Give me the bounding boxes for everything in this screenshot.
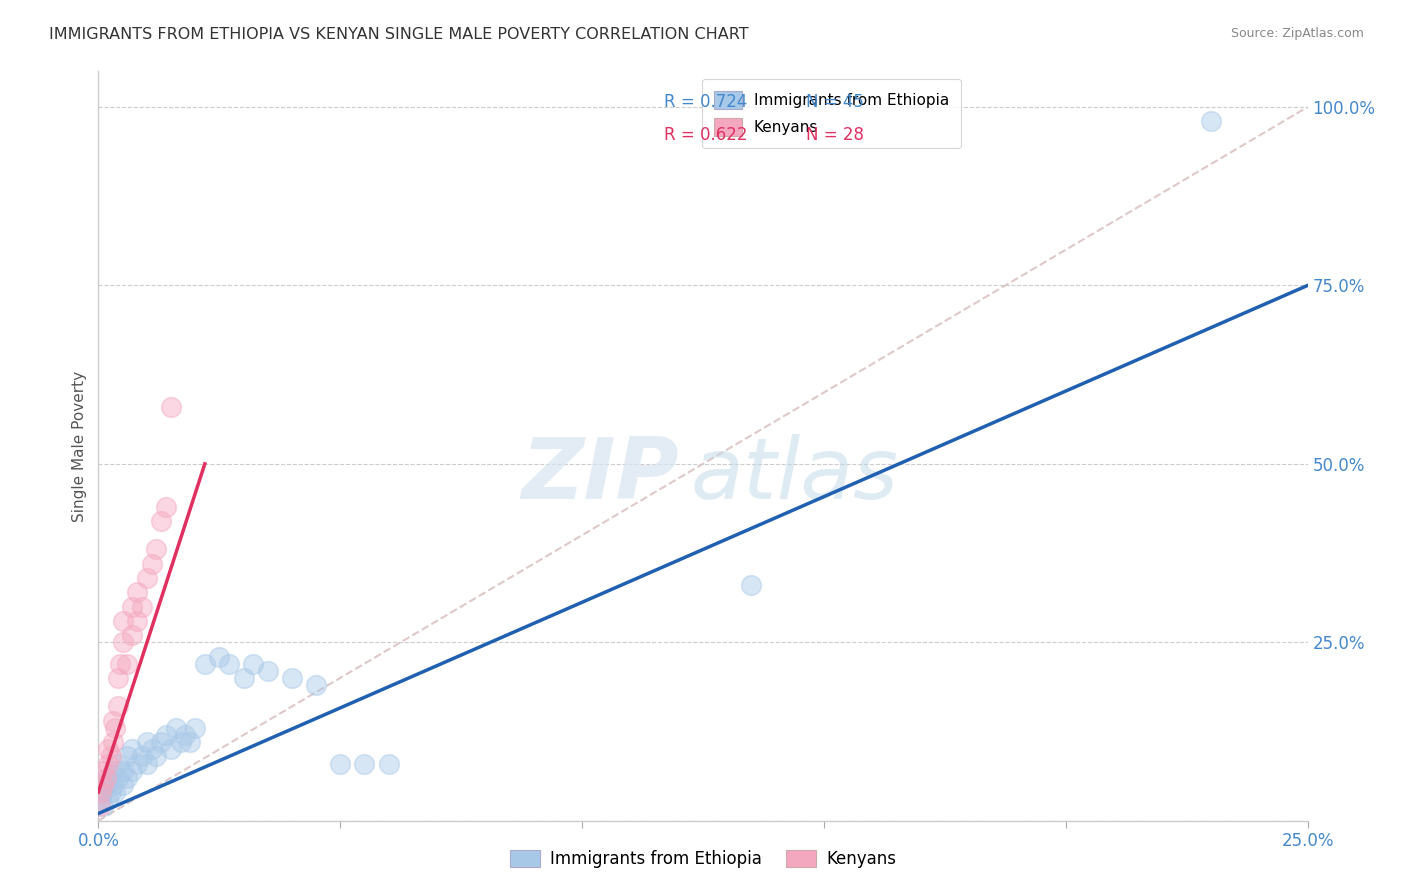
Y-axis label: Single Male Poverty: Single Male Poverty xyxy=(72,370,87,522)
Point xyxy=(101,714,124,728)
Point xyxy=(104,785,127,799)
Text: Source: ZipAtlas.com: Source: ZipAtlas.com xyxy=(1230,27,1364,40)
Point xyxy=(208,649,231,664)
Point xyxy=(107,756,129,771)
Point xyxy=(89,799,111,814)
Text: atlas: atlas xyxy=(690,434,898,517)
Text: IMMIGRANTS FROM ETHIOPIA VS KENYAN SINGLE MALE POVERTY CORRELATION CHART: IMMIGRANTS FROM ETHIOPIA VS KENYAN SINGL… xyxy=(49,27,749,42)
Point xyxy=(135,735,157,749)
Point xyxy=(135,756,157,771)
Point xyxy=(174,728,197,742)
Point xyxy=(111,778,134,792)
Point xyxy=(145,542,167,557)
Point xyxy=(117,749,139,764)
Point xyxy=(165,721,187,735)
Point xyxy=(94,771,117,785)
Point xyxy=(131,599,153,614)
Point xyxy=(232,671,254,685)
Point xyxy=(169,735,191,749)
Point xyxy=(101,764,124,778)
Point xyxy=(104,721,127,735)
Point xyxy=(242,657,264,671)
Point xyxy=(145,749,167,764)
Text: R = 0.724: R = 0.724 xyxy=(664,93,748,111)
Point xyxy=(101,735,124,749)
Point xyxy=(111,764,134,778)
Point xyxy=(117,771,139,785)
Legend: Immigrants from Ethiopia, Kenyans: Immigrants from Ethiopia, Kenyans xyxy=(702,79,962,148)
Point xyxy=(111,614,134,628)
Point xyxy=(97,756,120,771)
Point xyxy=(111,635,134,649)
Point xyxy=(218,657,240,671)
Point xyxy=(740,578,762,592)
Point xyxy=(100,749,122,764)
Point xyxy=(121,628,143,642)
Point xyxy=(121,742,143,756)
Point xyxy=(141,742,163,756)
Point xyxy=(91,785,114,799)
Point xyxy=(90,792,112,806)
Point xyxy=(101,778,124,792)
Point xyxy=(184,721,207,735)
Text: N = 28: N = 28 xyxy=(806,127,863,145)
Point xyxy=(256,664,278,678)
Point xyxy=(94,778,117,792)
Point xyxy=(305,678,328,692)
Point xyxy=(97,742,120,756)
Point xyxy=(107,771,129,785)
Point xyxy=(194,657,217,671)
Point xyxy=(127,756,149,771)
Point xyxy=(107,671,129,685)
Point xyxy=(281,671,304,685)
Point xyxy=(353,756,375,771)
Point xyxy=(91,764,114,778)
Point xyxy=(155,728,177,742)
Point xyxy=(155,500,177,514)
Point xyxy=(121,599,143,614)
Point xyxy=(121,764,143,778)
Point xyxy=(90,785,112,799)
Point xyxy=(117,657,139,671)
Point xyxy=(108,657,131,671)
Point xyxy=(150,514,173,528)
Text: N = 45: N = 45 xyxy=(806,93,863,111)
Point xyxy=(329,756,352,771)
Point xyxy=(127,614,149,628)
Point xyxy=(127,585,149,599)
Point xyxy=(179,735,201,749)
Legend: Immigrants from Ethiopia, Kenyans: Immigrants from Ethiopia, Kenyans xyxy=(503,843,903,875)
Point xyxy=(91,778,114,792)
Point xyxy=(100,785,122,799)
Point xyxy=(150,735,173,749)
Text: ZIP: ZIP xyxy=(522,434,679,517)
Point xyxy=(160,742,183,756)
Point xyxy=(91,799,114,814)
Point xyxy=(141,557,163,571)
Point xyxy=(131,749,153,764)
Point xyxy=(377,756,399,771)
Text: R = 0.622: R = 0.622 xyxy=(664,127,748,145)
Point xyxy=(160,400,183,414)
Point xyxy=(135,571,157,585)
Point xyxy=(97,792,120,806)
Point xyxy=(107,699,129,714)
Point xyxy=(1199,114,1222,128)
Point xyxy=(97,771,120,785)
